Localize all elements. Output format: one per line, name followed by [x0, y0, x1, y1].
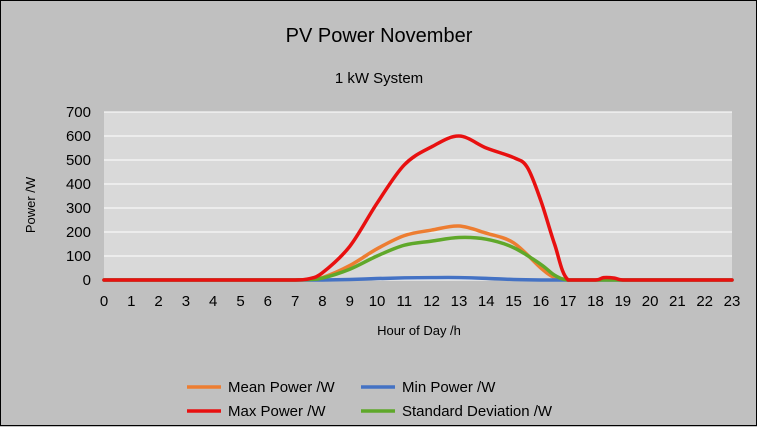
chart-subtitle: 1 kW System	[335, 70, 423, 87]
x-tick-label: 19	[614, 293, 631, 310]
x-tick-label: 14	[478, 293, 495, 310]
y-tick-label: 700	[66, 104, 91, 121]
x-tick-label: 0	[100, 293, 108, 310]
x-axis-label: Hour of Day /h	[377, 323, 461, 338]
x-tick-labels: 0 1 2 3 4 5 6 7 8 9 10 11 12 13 14 15 16 17 18 19 20 21 22 23	[100, 293, 741, 310]
x-tick-label: 16	[533, 293, 550, 310]
x-tick-label: 1	[127, 293, 135, 310]
legend-label-1: Min Power /W	[402, 379, 496, 396]
y-tick-label: 600	[66, 128, 91, 145]
y-tick-label: 300	[66, 200, 91, 217]
y-tick-label: 0	[83, 272, 91, 289]
x-tick-label: 18	[587, 293, 604, 310]
chart-title: PV Power November	[286, 25, 473, 47]
x-tick-label: 21	[669, 293, 686, 310]
x-tick-label: 20	[642, 293, 659, 310]
series-line-2	[102, 134, 734, 282]
legend-label-3: Standard Deviation /W	[402, 403, 553, 420]
x-tick-label: 11	[397, 293, 413, 310]
legend: Mean Power /W Min Power /W Max Power /W Sta…	[187, 379, 553, 420]
x-tick-label: 22	[696, 293, 713, 310]
y-tick-label: 200	[66, 224, 91, 241]
x-tick-label: 9	[346, 293, 354, 310]
plot-area	[104, 112, 732, 280]
x-tick-label: 2	[154, 293, 162, 310]
y-tick-label: 100	[66, 248, 91, 265]
x-tick-label: 5	[236, 293, 244, 310]
x-tick-label: 3	[182, 293, 190, 310]
x-tick-label: 4	[209, 293, 217, 310]
y-tick-label: 500	[66, 152, 91, 169]
y-tick-labels: 0 100 200 300 400 500 600 700	[66, 104, 91, 289]
legend-label-2: Max Power /W	[228, 403, 326, 420]
x-tick-label: 13	[451, 293, 468, 310]
x-tick-label: 6	[264, 293, 272, 310]
series-lines	[102, 134, 734, 282]
x-tick-label: 10	[369, 293, 386, 310]
x-tick-label: 7	[291, 293, 299, 310]
y-tick-label: 400	[66, 176, 91, 193]
x-tick-label: 23	[724, 293, 741, 310]
x-tick-label: 17	[560, 293, 577, 310]
x-tick-label: 12	[423, 293, 440, 310]
x-tick-label: 8	[318, 293, 326, 310]
x-tick-label: 15	[505, 293, 522, 310]
legend-label-0: Mean Power /W	[228, 379, 336, 396]
y-axis-label: Power /W	[23, 176, 38, 233]
